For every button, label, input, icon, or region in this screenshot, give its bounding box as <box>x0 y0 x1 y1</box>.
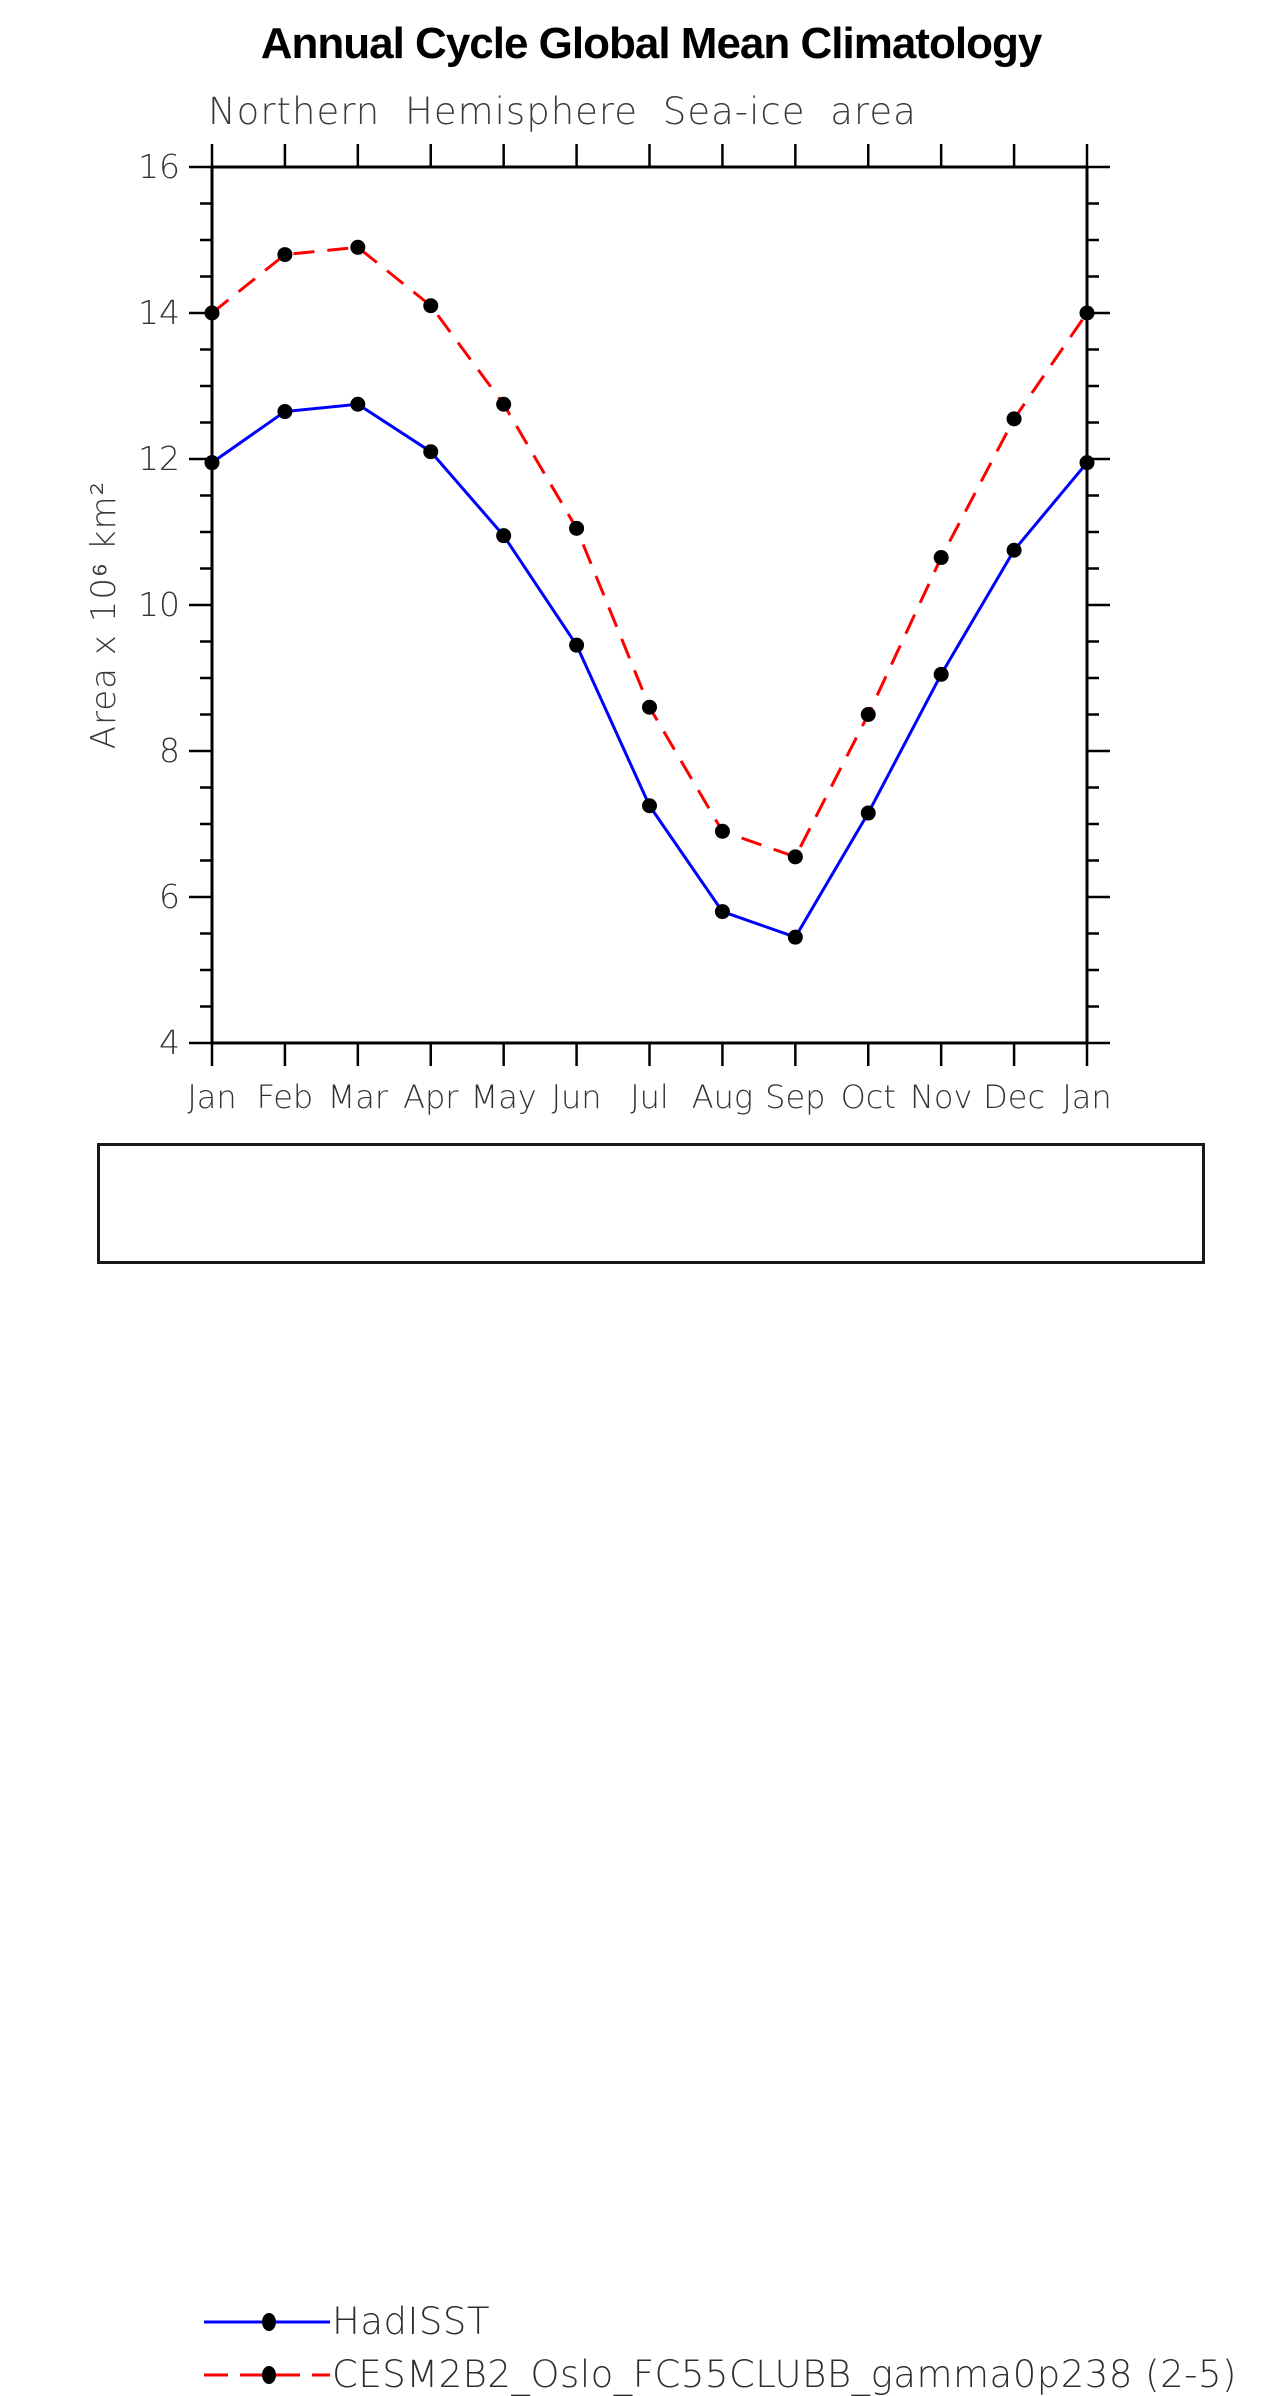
data-point-marker <box>1079 455 1095 471</box>
x-tick-label: Jan <box>187 1078 236 1116</box>
series-line-cesm2b2 <box>211 245 1089 859</box>
x-tick-label: Sep <box>765 1078 825 1116</box>
y-tick-label: 8 <box>159 731 180 770</box>
data-point-marker <box>1006 411 1022 427</box>
data-point-marker <box>642 798 657 814</box>
x-tick-label: Jan <box>1062 1078 1111 1116</box>
x-tick-label: Aug <box>692 1078 753 1116</box>
y-tick-label: 12 <box>138 439 180 478</box>
legend-label-cesm2b2: CESM2B2_Oslo_FC55CLUBB_gamma0p238 (2-5) <box>332 2353 1237 2396</box>
y-tick-label: 14 <box>138 293 180 332</box>
solid-line-swatch-icon <box>204 2313 330 2331</box>
data-point-marker <box>423 444 439 460</box>
data-point-marker <box>714 823 730 839</box>
x-tick-label: May <box>471 1078 537 1116</box>
data-point-marker <box>1006 542 1022 558</box>
y-tick-label: 4 <box>159 1023 180 1062</box>
data-point-marker <box>277 404 293 420</box>
data-point-marker <box>714 904 730 920</box>
legend: HadISST CESM2B2_Oslo_FC55CLUBB_gamma0p23… <box>97 1143 1236 2395</box>
y-tick-label: 16 <box>138 147 180 186</box>
series-line-hadisst <box>211 402 1089 939</box>
data-point-marker <box>787 849 803 865</box>
x-tick-label: Feb <box>257 1078 314 1116</box>
legend-marker-icon <box>262 2366 276 2384</box>
legend-item-cesm2b2: CESM2B2_Oslo_FC55CLUBB_gamma0p238 (2-5) <box>202 2355 1237 2395</box>
plot-frame <box>210 165 1089 1045</box>
x-tick-label: Dec <box>983 1078 1045 1116</box>
data-point-marker <box>423 298 439 314</box>
x-tick-label: Mar <box>328 1078 389 1116</box>
data-point-marker <box>496 528 512 544</box>
x-tick-label: Apr <box>403 1078 459 1116</box>
data-point-marker <box>496 396 512 412</box>
x-tick-label: Nov <box>910 1078 972 1116</box>
data-point-marker <box>933 666 949 682</box>
chart-subtitle: Northern Hemisphere Sea-ice area <box>208 90 917 133</box>
data-point-marker <box>350 239 366 255</box>
data-point-marker <box>204 455 220 471</box>
data-point-marker <box>860 707 876 722</box>
legend-marker-icon <box>262 2313 276 2331</box>
data-point-marker <box>787 929 803 945</box>
chart-title: Annual Cycle Global Mean Climatology <box>260 19 1043 68</box>
data-point-marker <box>569 520 585 536</box>
data-point-marker <box>569 637 585 653</box>
y-tick-label: 10 <box>138 585 180 624</box>
x-tick-label: Oct <box>841 1078 896 1116</box>
legend-item-hadisst: HadISST <box>202 2302 490 2342</box>
dashed-line-swatch-icon <box>204 2366 330 2384</box>
plot-area: Jan Feb Mar Apr May Jun Jul Aug Sep Oct Nov Dec Jan4… <box>138 144 1112 1116</box>
data-point-marker <box>350 396 366 412</box>
y-tick-label: 6 <box>159 877 180 916</box>
x-tick-label: Jul <box>630 1078 669 1116</box>
x-tick-label: Jun <box>552 1078 602 1116</box>
data-point-marker <box>933 550 949 566</box>
data-point-marker <box>860 805 876 821</box>
data-point-marker <box>277 247 293 263</box>
legend-label-hadisst: HadISST <box>332 2300 490 2343</box>
data-point-marker <box>204 305 220 321</box>
data-point-marker <box>642 699 657 715</box>
data-point-marker <box>1079 305 1095 321</box>
